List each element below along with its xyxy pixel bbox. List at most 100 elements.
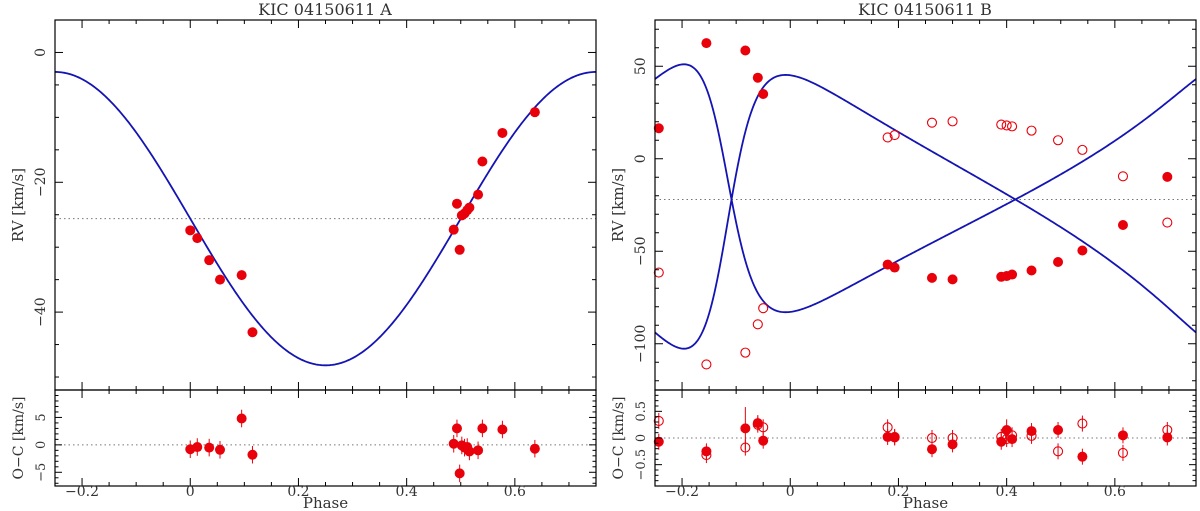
resid-point [1052,446,1064,457]
rv-point [996,119,1007,130]
rv-point [236,270,247,281]
resid-point [247,449,258,460]
rv-point [1026,125,1037,136]
rv-point [1077,245,1088,256]
model-curve-secondary [654,74,1197,350]
resid-y-tick-label: 5 [34,413,49,421]
resid-point [1117,447,1129,458]
resid-point [477,423,488,434]
rv-point [758,303,769,314]
rv-point [1117,219,1128,230]
resid-point [497,424,508,435]
model-curve-primary [654,63,1197,314]
x-tick-label: 0 [186,484,195,500]
x-tick-label: 0.2 [287,484,309,500]
rv-point [454,244,465,255]
rv-point [477,156,488,167]
rv-point [473,189,484,200]
resid-point [1007,430,1018,441]
rv-point [752,319,763,330]
y-axis-label: RV [km/s] [9,168,27,242]
rv-point [947,116,958,127]
rv-point [653,123,664,134]
resid-point [758,435,769,446]
rv-point [758,89,769,99]
resid-point [473,445,484,456]
rv-point [247,327,258,338]
chart-title: KIC 04150611 A [258,0,392,19]
x-axis-label: Phase [903,494,948,511]
resid-y-tick-label: 0 [34,441,49,449]
resid-point [996,431,1007,442]
panel-kic-b: KIC 04150611 B −0.2 0 0.2 0.4 0.6 Phase 50 0 −50 −… [609,0,1197,511]
x-tick-label: 0 [786,484,795,500]
rv-point [889,130,900,141]
resid-point [1117,430,1128,441]
rv-point [1007,269,1018,280]
x-tick-label: 0.4 [996,484,1018,500]
resid-point [1001,434,1012,445]
rv-point [215,274,226,285]
rv-point [464,202,475,213]
rv-point [451,198,462,209]
resid-point [448,438,459,449]
resid-point [204,442,215,453]
resid-point [236,413,247,424]
resid-y-axis-label: O−C [km/s] [11,397,27,480]
chart-title: KIC 04150611 B [858,0,992,19]
resid-point [464,446,475,457]
resid-point [701,450,712,461]
rv-point [185,225,196,236]
resid-y-tick-label: 0.5 [634,401,649,422]
rv-point [752,72,763,83]
resid-point [740,442,751,453]
resid-point [740,423,751,434]
rv-point [1077,144,1088,155]
x-tick-label: −0.2 [665,484,699,500]
resid-y-tick-label: −0.5 [634,449,649,481]
rv-point [1001,120,1012,131]
rv-point [882,132,893,143]
resid-point [215,444,226,455]
resid-point [192,442,203,453]
y-tick-label: 0 [633,154,649,163]
rv-point [701,38,712,49]
model-curve [54,71,597,367]
rv-point [926,117,938,128]
resid-point [1162,424,1173,436]
resid-point [758,422,769,433]
resid-point [451,423,462,434]
resid-y-axis-label: O−C [km/s] [611,397,627,480]
rv-point [1053,256,1064,267]
rv-point [701,359,712,370]
resid-point [1077,418,1088,429]
x-tick-label: 0.4 [396,484,418,500]
x-tick-label: 0.6 [1104,484,1126,500]
rv-point [947,274,958,285]
resid-point [454,468,465,479]
y-tick-label: 50 [633,57,649,75]
rv-point [653,267,664,278]
resid-y-tick-label: 0 [634,434,649,442]
y-tick-label: −50 [633,236,649,266]
y-tick-label: −100 [633,325,649,363]
rv-point [1117,171,1129,182]
rv-point [1162,217,1173,228]
resid-point [1053,425,1064,435]
resid-point [889,431,900,442]
y-tick-label: −20 [33,168,49,198]
resid-point [882,422,893,433]
x-tick-label: 0.6 [504,484,526,500]
resid-point [653,436,664,447]
resid-point [926,444,937,455]
y-tick-label: 0 [33,48,49,57]
rv-point [1052,135,1064,146]
y-axis-label: RV [km/s] [609,168,627,242]
resid-point [1077,451,1088,462]
resid-point [529,443,540,454]
rv-point [497,127,508,138]
rv-point [1007,121,1018,132]
rv-point [1162,171,1173,182]
resid-point [1001,425,1012,435]
